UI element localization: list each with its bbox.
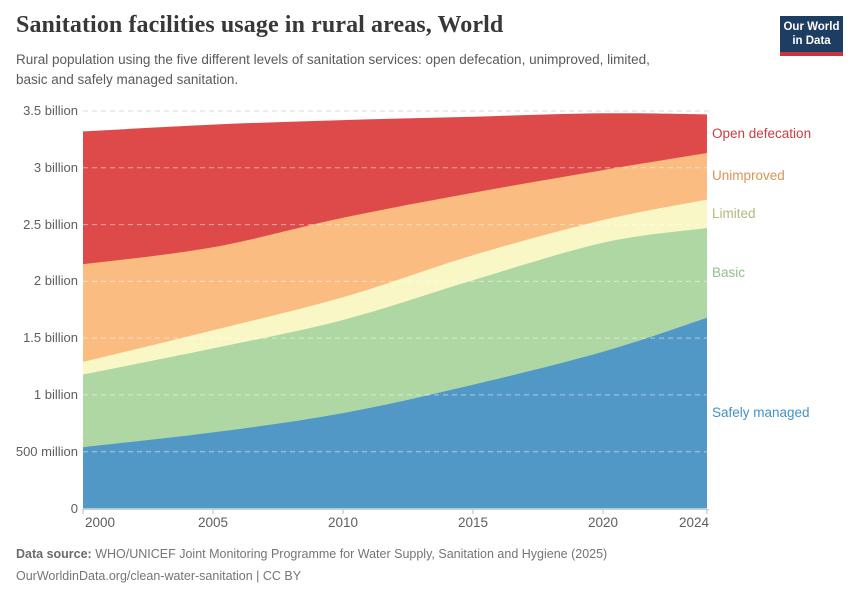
y-tick-label: 2 billion bbox=[33, 273, 78, 289]
owid-logo-line-2: in Data bbox=[792, 35, 831, 47]
area-safely-managed[interactable] bbox=[83, 317, 707, 509]
y-tick-label: 2.5 billion bbox=[23, 216, 78, 232]
subtitle-line-2: basic and safely managed sanitation. bbox=[16, 72, 239, 87]
series-label-basic[interactable]: Basic bbox=[712, 264, 746, 280]
x-tick-label: 2010 bbox=[327, 515, 359, 530]
y-tick-label: 500 million bbox=[15, 443, 78, 459]
owid-logo-line-1: Our World bbox=[783, 21, 840, 33]
x-tick-label: 2015 bbox=[457, 515, 489, 530]
y-tick-label: 0 bbox=[70, 500, 78, 516]
data-source-label: Data source: bbox=[16, 547, 92, 561]
series-label-limited[interactable]: Limited bbox=[712, 205, 756, 221]
x-tick-label: 2024 bbox=[678, 515, 710, 530]
data-source-text: WHO/UNICEF Joint Monitoring Programme fo… bbox=[91, 547, 608, 561]
x-tick-label: 2005 bbox=[197, 515, 229, 530]
footer-link[interactable]: OurWorldinData.org/clean-water-sanitatio… bbox=[16, 569, 302, 583]
y-tick-label: 3 billion bbox=[33, 159, 78, 175]
series-label-safely-managed[interactable]: Safely managed bbox=[712, 405, 810, 421]
page-title: Sanitation facilities usage in rural are… bbox=[16, 12, 504, 38]
chart-subtitle: Rural population using the five differen… bbox=[16, 50, 716, 90]
data-source-line: Data source: WHO/UNICEF Joint Monitoring… bbox=[16, 546, 607, 563]
owid-logo[interactable]: Our World in Data bbox=[780, 16, 843, 56]
subtitle-line-1: Rural population using the five differen… bbox=[16, 52, 650, 67]
y-tick-label: 1.5 billion bbox=[23, 330, 78, 346]
series-label-unimproved[interactable]: Unimproved bbox=[712, 168, 785, 184]
series-label-open-defecation[interactable]: Open defecation bbox=[712, 125, 812, 141]
x-tick-label: 2000 bbox=[84, 515, 116, 530]
x-tick-label: 2020 bbox=[587, 515, 619, 530]
y-tick-label: 1 billion bbox=[33, 386, 78, 402]
y-tick-label: 3.5 billion bbox=[23, 103, 78, 118]
